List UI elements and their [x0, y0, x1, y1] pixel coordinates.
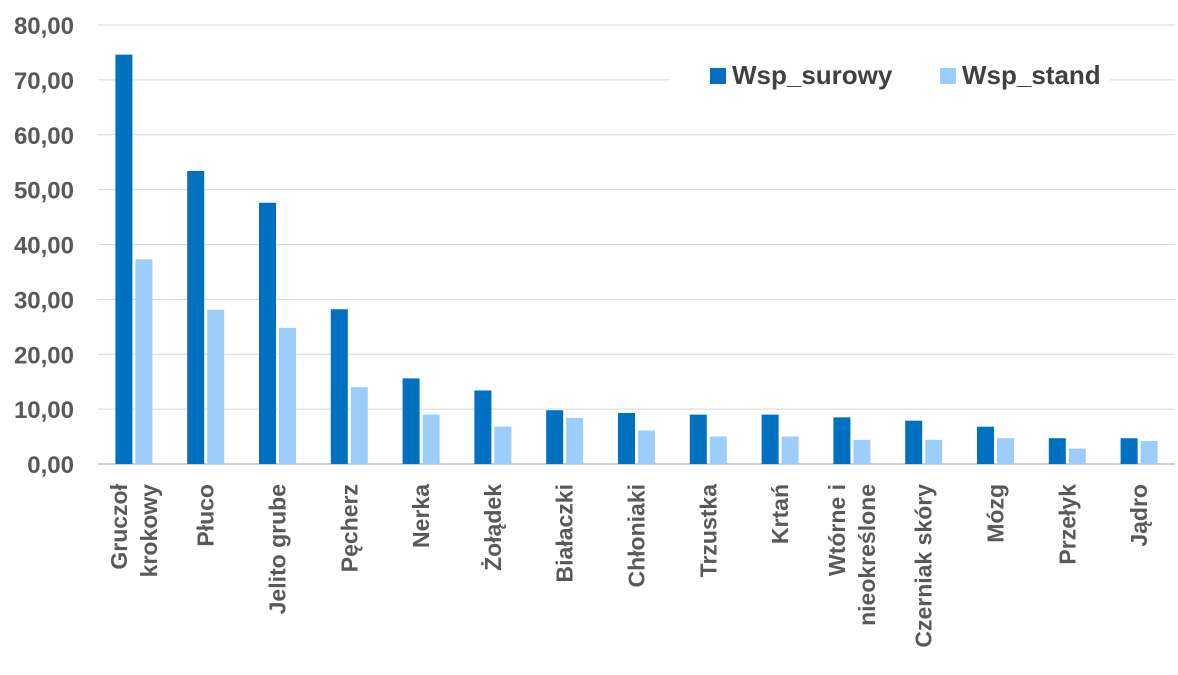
- bar-wsp-stand: [566, 418, 583, 464]
- bar-wsp-stand: [997, 438, 1014, 464]
- bar-wsp-surowy: [331, 309, 348, 464]
- y-tick-label: 20,00: [14, 342, 74, 369]
- x-category-label: Mózg: [983, 484, 1009, 543]
- y-tick-label: 0,00: [27, 452, 74, 479]
- x-category-label: Jelito grube: [265, 484, 291, 614]
- legend-swatch-wsp-stand: [940, 68, 956, 84]
- bar-wsp-stand: [423, 415, 440, 464]
- legend: Wsp_surowy Wsp_stand: [670, 52, 1110, 108]
- x-category-label: Gruczoł: [106, 483, 132, 569]
- bar-wsp-stand: [638, 431, 655, 464]
- bar-wsp-surowy: [690, 415, 707, 464]
- legend-label-wsp-stand: Wsp_stand: [962, 60, 1101, 90]
- x-category-label: Przełyk: [1054, 484, 1080, 565]
- bar-wsp-surowy: [833, 417, 850, 464]
- x-category-label: Trzustka: [695, 484, 721, 578]
- bar-wsp-stand: [925, 440, 942, 464]
- bar-wsp-stand: [782, 437, 799, 464]
- x-category-label: Czerniak skóry: [911, 484, 937, 648]
- bar-wsp-stand: [1069, 449, 1086, 464]
- bar-wsp-surowy: [546, 410, 563, 464]
- bar-wsp-surowy: [115, 55, 132, 464]
- bar-wsp-stand: [135, 259, 152, 464]
- y-tick-label: 70,00: [14, 68, 74, 95]
- y-tick-label: 10,00: [14, 397, 74, 424]
- x-category-label: Płuco: [193, 484, 219, 547]
- x-category-label: Krtań: [767, 484, 793, 544]
- bar-wsp-surowy: [259, 203, 276, 464]
- bar-wsp-stand: [853, 440, 870, 464]
- bar-wsp-surowy: [403, 378, 420, 464]
- bar-wsp-surowy: [1049, 438, 1066, 464]
- x-category-label: Wtórne i: [824, 484, 850, 576]
- x-category-label: Chłoniaki: [624, 484, 650, 588]
- x-category-label: Jądro: [1126, 484, 1152, 547]
- bar-wsp-surowy: [618, 413, 635, 464]
- x-category-label: Żołądek: [480, 484, 506, 571]
- y-tick-label: 50,00: [14, 178, 74, 205]
- x-category-label: krokowy: [136, 484, 162, 578]
- bar-wsp-stand: [710, 437, 727, 464]
- legend-label-wsp-surowy: Wsp_surowy: [732, 60, 893, 90]
- bar-wsp-surowy: [905, 421, 922, 464]
- bar-wsp-surowy: [187, 171, 204, 464]
- y-axis: 0,00 10,00 20,00 30,00 40,00 50,00 60,00 70,00 8…: [14, 13, 74, 479]
- legend-swatch-wsp-surowy: [710, 68, 726, 84]
- bar-wsp-stand: [279, 328, 296, 464]
- bar-wsp-surowy: [1121, 438, 1138, 464]
- bars: [115, 55, 1157, 464]
- x-category-label: nieokreślone: [854, 484, 880, 626]
- bar-wsp-stand: [351, 387, 368, 464]
- bar-wsp-stand: [207, 310, 224, 464]
- bar-wsp-surowy: [762, 415, 779, 464]
- x-category-label: Pęcherz: [336, 484, 362, 572]
- bar-wsp-stand: [1141, 441, 1158, 464]
- x-category-label: Białaczki: [552, 484, 578, 582]
- bar-wsp-surowy: [474, 390, 491, 464]
- y-tick-label: 40,00: [14, 233, 74, 260]
- x-category-label: Nerka: [408, 484, 434, 548]
- bar-wsp-stand: [494, 427, 511, 464]
- y-tick-label: 30,00: [14, 287, 74, 314]
- y-tick-label: 80,00: [14, 13, 74, 40]
- x-axis: Gruczoł krokowy Płuco Jelito grube Pęcherz Ne…: [106, 483, 1152, 647]
- bar-wsp-surowy: [977, 427, 994, 464]
- y-tick-label: 60,00: [14, 123, 74, 150]
